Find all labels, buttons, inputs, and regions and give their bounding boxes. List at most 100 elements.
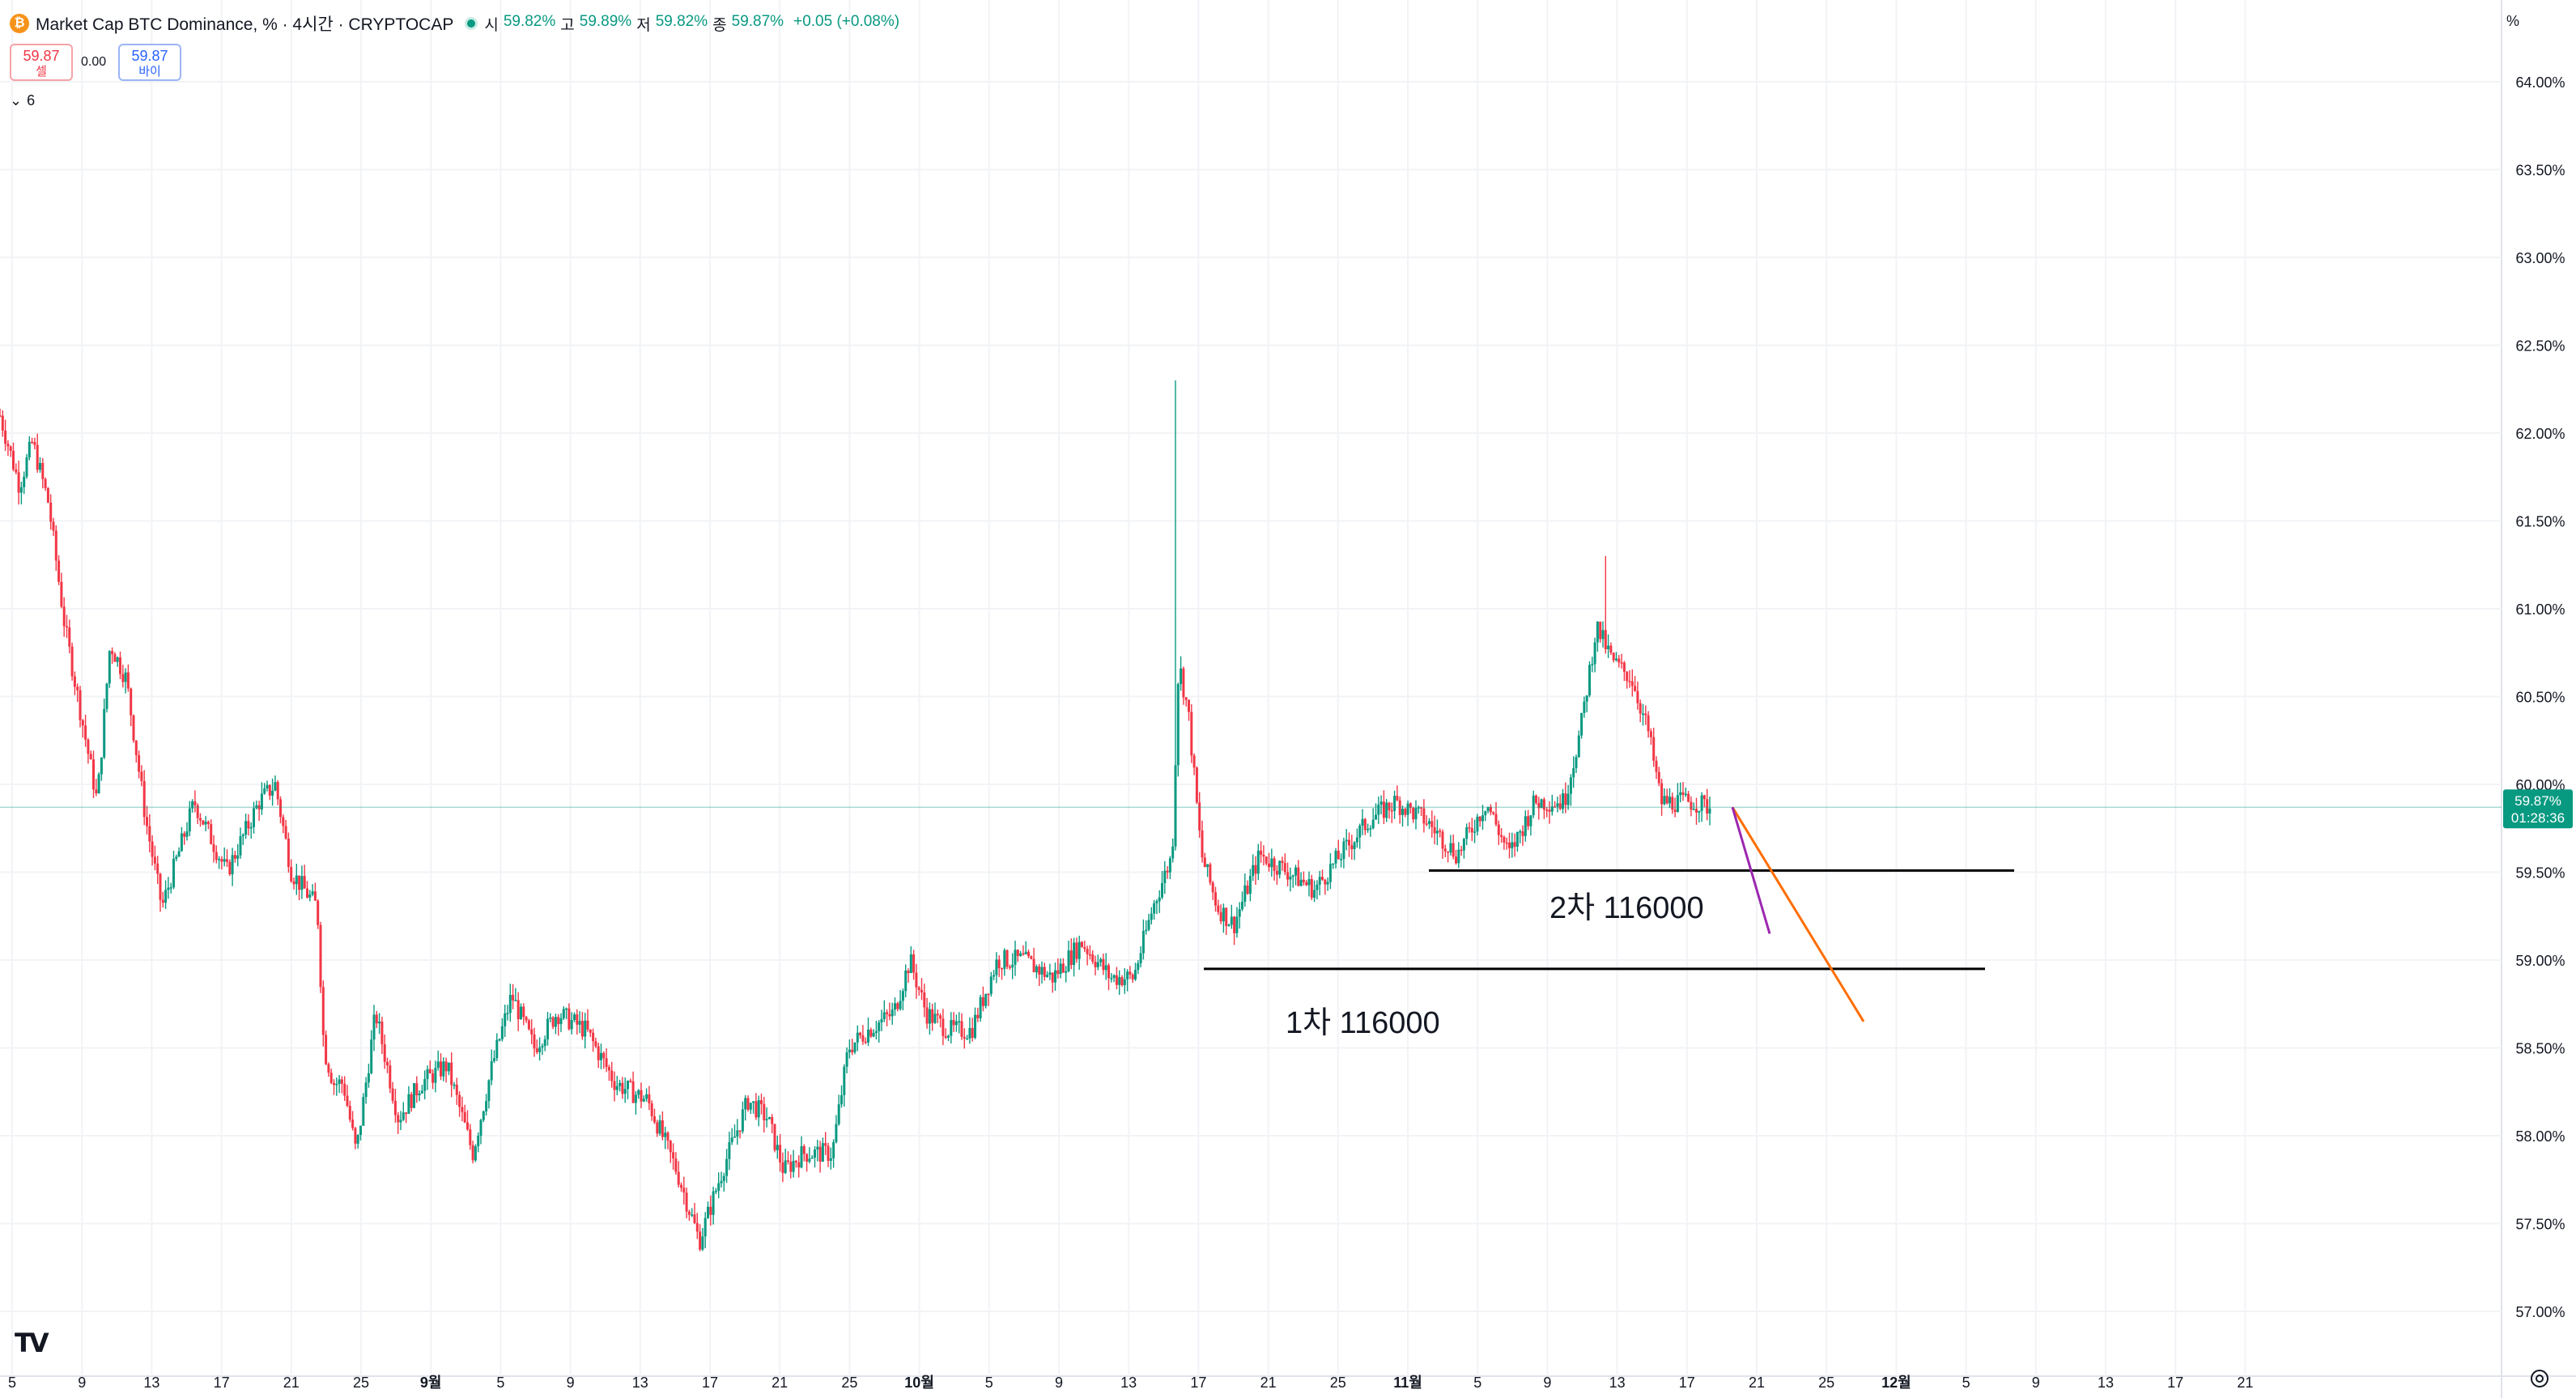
candle-body [1174,765,1177,847]
annotation-first-level[interactable]: 1차 116000 [1286,1006,1440,1040]
candle-body [458,1094,461,1107]
candle-body [840,1094,843,1105]
candle-body [874,1030,878,1034]
candle-body [504,1013,507,1026]
candle-body [1599,621,1602,640]
candle-body [1201,830,1204,858]
candle-body [576,1014,579,1025]
candle-body [1447,851,1450,853]
candle-body [1393,796,1396,811]
candle-body [25,457,28,477]
y-tick-label: 58.00% [2515,1128,2565,1145]
candle-body [1542,799,1545,810]
candle-body [148,826,151,842]
candle-body [933,1013,937,1023]
candle-body [1318,877,1321,885]
candle-body [1345,839,1348,842]
candle-body [1324,879,1327,885]
candle-body [1270,858,1273,868]
candle-body [1011,964,1014,968]
candle-body [1443,848,1447,852]
candle-body [1131,974,1134,979]
candle-body [829,1158,832,1161]
candle-body [1248,876,1252,894]
candle-body [549,1017,552,1019]
tradingview-logo-icon[interactable]: TV [15,1328,49,1358]
price-scale[interactable]: 57.00% 57.50% 58.00% 58.50% 59.00% 59.50% 60.0… [2503,74,2573,1320]
candle-body [749,1103,752,1110]
candle-body [699,1231,702,1250]
sell-button[interactable]: 59.87 셀 [10,44,73,81]
candle-body [1435,831,1439,834]
time-scale[interactable]: 5 9 13 17 21 25 9월 5 9 13 17 21 25 10월 5 9 13 17 21 25 11월 5 9… [8,1375,2253,1391]
chart-legend: ₿ Market Cap BTC Dominance, % · 4시간 · CR… [10,11,899,36]
candle-body [471,1145,474,1161]
candle-body [463,1111,466,1123]
candle-body [1353,842,1356,849]
candle-body [872,1033,875,1037]
candle-body [923,992,926,1008]
candle-body [33,441,36,445]
x-tick-label: 5 [1473,1375,1481,1391]
candle-body [1532,795,1535,816]
candle-body [886,1012,889,1014]
candle-body [1307,878,1311,886]
candle-body [832,1141,835,1158]
candle-body [447,1062,450,1072]
candle-body [306,888,308,898]
candle-body [954,1021,958,1026]
drawings[interactable] [0,806,2502,1022]
candle-body [621,1082,624,1094]
candle-body [1134,970,1137,979]
candle-body [1001,968,1003,970]
candle-body [792,1161,795,1172]
candle-body [146,817,148,826]
candle-body [1615,658,1617,661]
candle-body [773,1124,776,1150]
candle-body [613,1081,616,1090]
candle-body [31,441,34,444]
candle-body [958,1021,961,1023]
buy-button[interactable]: 59.87 바이 [118,44,181,81]
candle-body [66,626,68,628]
candle-body [253,808,255,827]
indicators-toggle[interactable]: ⌄ 6 [10,92,35,109]
candle-body [1681,792,1685,795]
price-scale-unit[interactable]: % [2506,13,2520,29]
candle-body [9,446,12,451]
candle-body [859,1032,862,1035]
candle-body [589,1029,592,1033]
x-tick-label: 5 [496,1375,504,1391]
candle-body [1706,799,1709,814]
candle-body [1328,864,1332,882]
candle-body [1147,920,1150,930]
x-tick-label: 9 [567,1375,575,1391]
candle-body [1225,907,1228,926]
candle-body [861,1035,865,1042]
market-status-icon[interactable] [465,17,478,30]
symbol-title[interactable]: Market Cap BTC Dominance, % · 4시간 · CRYP… [36,15,454,34]
candle-body [327,1064,330,1073]
gear-icon[interactable] [2531,1370,2548,1387]
candle-body [680,1184,682,1188]
candle-body [1524,816,1527,836]
candle-body [490,1060,493,1081]
candle-body [266,784,269,788]
candle-body [714,1191,717,1192]
candle-body [896,1003,899,1009]
candle-body [1168,858,1171,873]
annotation-second-level[interactable]: 2차 116000 [1549,891,1704,925]
candle-body [469,1129,472,1145]
candle-body [206,822,210,825]
candle-body [1283,863,1286,873]
x-tick-label: 13 [1120,1375,1137,1391]
candle-body [1439,831,1442,832]
candle-body [167,887,170,890]
sell-price: 59.87 [23,48,60,64]
y-tick-label: 63.50% [2515,163,2565,179]
x-tick-label: 13 [632,1375,648,1391]
candle-body [244,821,248,835]
candle-body [121,674,125,682]
candle-body [76,686,79,691]
